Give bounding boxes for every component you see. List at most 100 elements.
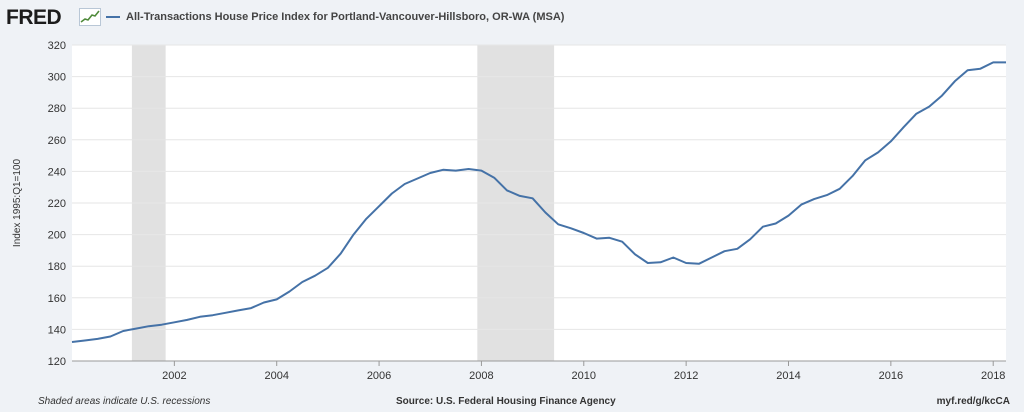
- data-point[interactable]: [926, 104, 932, 110]
- data-point[interactable]: [517, 193, 523, 199]
- data-point[interactable]: [530, 195, 536, 201]
- data-point[interactable]: [555, 221, 561, 227]
- data-point[interactable]: [504, 187, 510, 193]
- data-point[interactable]: [670, 255, 676, 261]
- data-point[interactable]: [606, 235, 612, 241]
- data-point[interactable]: [415, 176, 421, 182]
- data-point[interactable]: [491, 175, 497, 181]
- data-point[interactable]: [389, 191, 395, 197]
- data-point[interactable]: [478, 168, 484, 174]
- series-line-1[interactable]: [71, 61, 1006, 343]
- x-tick-label: 2018: [981, 370, 1005, 382]
- data-point[interactable]: [223, 310, 229, 316]
- data-point[interactable]: [133, 326, 139, 332]
- data-point[interactable]: [977, 66, 983, 72]
- series-layer: [69, 59, 1009, 345]
- data-point[interactable]: [811, 196, 817, 202]
- recession-note: Shaded areas indicate U.S. recessions: [38, 396, 211, 407]
- x-tick-label: 2008: [469, 370, 493, 382]
- data-point[interactable]: [427, 170, 433, 176]
- x-tick-label: 2010: [572, 370, 596, 382]
- data-point[interactable]: [888, 138, 894, 144]
- data-point[interactable]: [274, 296, 280, 302]
- data-point[interactable]: [261, 300, 267, 306]
- data-point[interactable]: [312, 273, 318, 279]
- data-point[interactable]: [734, 246, 740, 252]
- x-tick-label: 2002: [162, 370, 186, 382]
- data-point[interactable]: [299, 279, 305, 285]
- data-point[interactable]: [402, 181, 408, 187]
- data-point[interactable]: [939, 93, 945, 99]
- data-point[interactable]: [965, 67, 971, 73]
- chart-legend[interactable]: All-Transactions House Price Index for P…: [106, 9, 564, 25]
- y-tick-label: 320: [48, 40, 66, 52]
- y-tick-label: 180: [48, 261, 66, 273]
- short-link[interactable]: myf.red/g/kcCA: [936, 396, 1010, 407]
- data-point[interactable]: [171, 319, 177, 325]
- data-point[interactable]: [619, 239, 625, 245]
- data-point[interactable]: [376, 203, 382, 209]
- data-point[interactable]: [594, 236, 600, 242]
- grid-lines: [72, 44, 1006, 330]
- data-point[interactable]: [210, 312, 216, 318]
- data-point[interactable]: [1003, 59, 1009, 65]
- data-point[interactable]: [82, 338, 88, 344]
- data-point[interactable]: [901, 124, 907, 130]
- y-axis-title: Index 1995:Q1=100: [12, 159, 23, 248]
- data-point[interactable]: [363, 216, 369, 222]
- x-tick-label: 2014: [776, 370, 800, 382]
- data-point[interactable]: [466, 166, 472, 172]
- data-point[interactable]: [95, 336, 101, 342]
- data-point[interactable]: [338, 251, 344, 257]
- data-point[interactable]: [837, 186, 843, 192]
- data-point[interactable]: [248, 305, 254, 311]
- data-point[interactable]: [747, 236, 753, 242]
- data-point[interactable]: [632, 251, 638, 257]
- data-point[interactable]: [760, 224, 766, 230]
- data-point[interactable]: [440, 167, 446, 173]
- data-point[interactable]: [159, 322, 165, 328]
- data-point[interactable]: [696, 261, 702, 267]
- data-point[interactable]: [913, 111, 919, 117]
- y-axis-ticks: 120 140 160 180 200 220 240 260 280 300 320: [48, 40, 66, 368]
- data-point[interactable]: [235, 307, 241, 313]
- legend-swatch: [106, 16, 120, 18]
- data-point[interactable]: [453, 168, 459, 174]
- data-point[interactable]: [581, 230, 587, 236]
- y-tick-label: 220: [48, 198, 66, 210]
- data-point[interactable]: [197, 314, 203, 320]
- data-point[interactable]: [568, 225, 574, 231]
- data-point[interactable]: [798, 202, 804, 208]
- data-point[interactable]: [107, 334, 113, 340]
- trend-chart-icon: [79, 8, 101, 26]
- y-tick-label: 240: [48, 166, 66, 178]
- data-point[interactable]: [786, 213, 792, 219]
- data-point[interactable]: [952, 78, 958, 84]
- data-point[interactable]: [658, 259, 664, 265]
- data-point[interactable]: [146, 323, 152, 329]
- data-point[interactable]: [120, 328, 126, 334]
- data-point[interactable]: [542, 210, 548, 216]
- data-point[interactable]: [683, 260, 689, 266]
- data-point[interactable]: [69, 339, 75, 345]
- legend-label: All-Transactions House Price Index for P…: [126, 11, 565, 23]
- x-tick-label: 2016: [879, 370, 903, 382]
- data-point[interactable]: [875, 149, 881, 155]
- data-point[interactable]: [850, 173, 856, 179]
- fred-logo[interactable]: FRED: [6, 6, 62, 29]
- data-point[interactable]: [184, 317, 190, 323]
- data-point[interactable]: [645, 260, 651, 266]
- data-point[interactable]: [862, 157, 868, 163]
- data-point[interactable]: [722, 248, 728, 254]
- data-point[interactable]: [325, 265, 331, 271]
- data-point[interactable]: [824, 192, 830, 198]
- y-tick-label: 300: [48, 72, 66, 84]
- data-point[interactable]: [287, 289, 293, 295]
- data-point[interactable]: [990, 59, 996, 65]
- x-tick-label: 2006: [367, 370, 391, 382]
- data-point[interactable]: [773, 221, 779, 227]
- y-tick-label: 280: [48, 103, 66, 115]
- data-point[interactable]: [709, 255, 715, 261]
- data-point[interactable]: [351, 232, 357, 238]
